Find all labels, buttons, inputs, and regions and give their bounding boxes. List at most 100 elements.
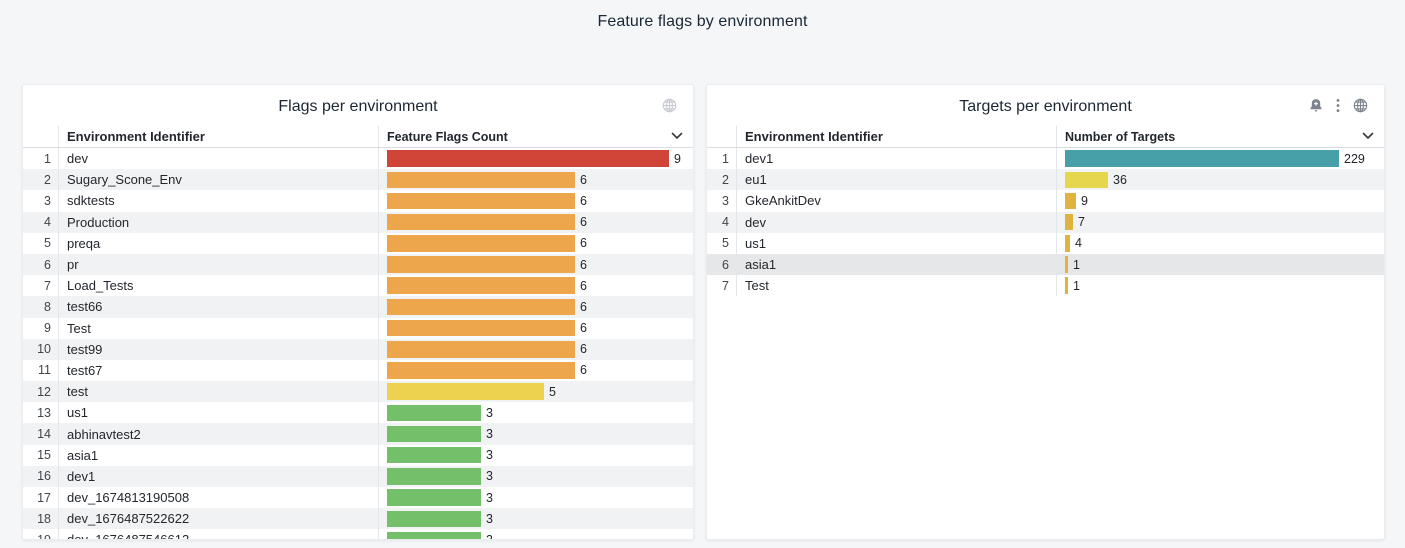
bar-value-label: 3 xyxy=(486,405,493,420)
panel-title[interactable]: Targets per environment xyxy=(959,98,1132,115)
bar-gauge xyxy=(387,213,575,231)
table-row: 15 asia1 3 xyxy=(23,444,693,466)
bar-gauge xyxy=(387,192,575,210)
bar-gauge-cell: 3 xyxy=(379,402,693,423)
row-number-header xyxy=(707,126,737,147)
bar-value-label: 3 xyxy=(486,532,493,540)
bar-gauge-cell: 36 xyxy=(1057,169,1384,190)
table-row: 6 asia1 1 xyxy=(707,253,1384,276)
table-row: 1 dev 9 xyxy=(23,148,693,170)
column-header-environment-identifier[interactable]: Environment Identifier xyxy=(59,126,379,147)
column-header-number-of-targets[interactable]: Number of Targets xyxy=(1065,129,1176,144)
bar-gauge-cell: 7 xyxy=(1057,212,1384,233)
table-body: 1 dev 9 2 Sugary_Scone_Env 6 3 sdktests 6 4 Produc… xyxy=(23,148,693,540)
bar-gauge-cell: 3 xyxy=(379,508,693,529)
bar-gauge xyxy=(387,319,575,337)
table-row: 12 test 5 xyxy=(23,381,693,403)
bar-gauge xyxy=(387,341,575,358)
bar-gauge xyxy=(387,256,575,273)
row-number: 13 xyxy=(23,402,59,424)
bar-gauge-cell: 3 xyxy=(379,445,693,466)
bar-gauge-cell: 3 xyxy=(379,529,693,540)
row-number: 6 xyxy=(707,253,737,276)
environment-identifier-cell: dev_1676487522622 xyxy=(59,508,379,530)
row-number: 11 xyxy=(23,359,59,382)
bar-value-label: 3 xyxy=(486,511,493,526)
table-row: 13 us1 3 xyxy=(23,402,693,424)
table-row: 5 us1 4 xyxy=(707,232,1384,254)
bar-gauge xyxy=(387,510,481,528)
bar-gauge-cell: 9 xyxy=(379,148,693,169)
bar-gauge-cell: 3 xyxy=(379,423,693,444)
bar-value-label: 4 xyxy=(1075,236,1082,251)
column-header-feature-flags-count[interactable]: Feature Flags Count xyxy=(387,129,508,144)
bar-gauge-cell: 1 xyxy=(1057,275,1384,296)
bar-value-label: 6 xyxy=(580,321,587,336)
bar-gauge xyxy=(1065,150,1339,167)
bar-gauge xyxy=(387,298,575,316)
page-title: Feature flags by environment xyxy=(597,13,808,30)
bar-gauge-cell: 6 xyxy=(379,254,693,275)
bar-gauge xyxy=(387,150,669,167)
globe-icon[interactable] xyxy=(1353,98,1368,113)
row-number: 5 xyxy=(707,232,737,254)
bar-value-label: 7 xyxy=(1078,215,1085,230)
bar-value-label: 6 xyxy=(580,342,587,357)
environment-identifier-cell: dev_1674813190508 xyxy=(59,487,379,509)
bar-gauge xyxy=(387,446,481,464)
row-number: 12 xyxy=(23,381,59,403)
chevron-down-icon[interactable] xyxy=(671,132,683,140)
environment-identifier-cell: Production xyxy=(59,211,379,233)
bar-gauge-cell: 6 xyxy=(379,233,693,254)
chevron-down-icon[interactable] xyxy=(1362,132,1374,140)
row-number: 1 xyxy=(23,148,59,170)
environment-identifier-cell: Sugary_Scone_Env xyxy=(59,169,379,191)
bar-gauge-cell: 5 xyxy=(379,381,693,402)
row-number: 6 xyxy=(23,253,59,276)
bar-gauge xyxy=(387,277,575,294)
environment-identifier-cell: dev1 xyxy=(737,148,1057,170)
bar-gauge xyxy=(387,489,481,506)
row-number: 10 xyxy=(23,338,59,360)
bar-gauge-cell: 3 xyxy=(379,487,693,508)
bar-gauge xyxy=(387,468,481,485)
environment-identifier-cell: pr xyxy=(59,253,379,276)
table-row: 10 test99 6 xyxy=(23,338,693,360)
bar-gauge xyxy=(387,235,575,252)
bar-value-label: 5 xyxy=(549,384,556,399)
table-row: 8 test66 6 xyxy=(23,296,693,318)
bar-gauge xyxy=(387,383,544,400)
bar-gauge-cell: 6 xyxy=(379,190,693,211)
kebab-menu-icon[interactable] xyxy=(1336,98,1340,113)
panel-targets-per-environment: Targets per environment xyxy=(706,84,1385,540)
table-row: 6 pr 6 xyxy=(23,253,693,276)
globe-icon[interactable] xyxy=(662,98,677,113)
bar-value-label: 6 xyxy=(580,363,587,378)
table-row: 5 preqa 6 xyxy=(23,232,693,254)
bar-value-label: 6 xyxy=(580,257,587,272)
row-number: 16 xyxy=(23,465,59,487)
table-row: 11 test67 6 xyxy=(23,359,693,382)
environment-identifier-cell: us1 xyxy=(59,402,379,424)
environment-identifier-cell: dev1 xyxy=(59,465,379,487)
environment-identifier-cell: abhinavtest2 xyxy=(59,423,379,445)
bar-value-label: 36 xyxy=(1113,172,1127,187)
environment-identifier-cell: us1 xyxy=(737,232,1057,254)
bell-plus-icon[interactable] xyxy=(1309,98,1323,113)
row-number: 15 xyxy=(23,444,59,466)
bar-gauge xyxy=(387,404,481,422)
panel-header: Flags per environment xyxy=(23,85,693,126)
bar-gauge-cell: 9 xyxy=(1057,190,1384,211)
row-number: 7 xyxy=(707,275,737,297)
environment-identifier-cell: Test xyxy=(59,317,379,339)
bar-value-label: 6 xyxy=(580,278,587,293)
bar-gauge xyxy=(1065,171,1108,189)
panel-title[interactable]: Flags per environment xyxy=(278,98,438,115)
bar-gauge xyxy=(1065,192,1076,210)
table-row: 7 Test 1 xyxy=(707,275,1384,297)
row-number: 7 xyxy=(23,275,59,297)
bar-gauge xyxy=(387,362,575,379)
environment-identifier-cell: test67 xyxy=(59,359,379,382)
table-row: 1 dev1 229 xyxy=(707,148,1384,170)
column-header-environment-identifier[interactable]: Environment Identifier xyxy=(737,126,1057,147)
